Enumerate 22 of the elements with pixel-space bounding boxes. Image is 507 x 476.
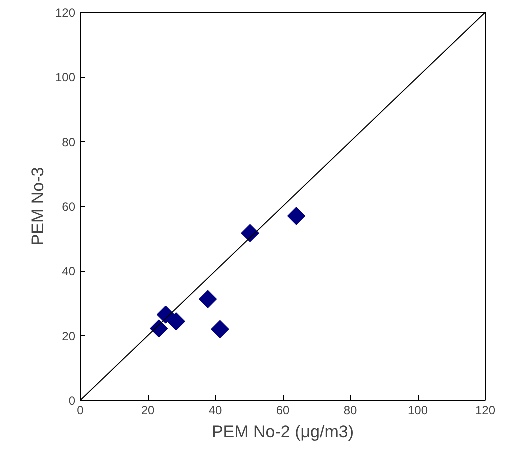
x-axis-title: PEM No-2 (μg/m3): [212, 422, 354, 442]
y-tick-label: 20: [62, 329, 76, 344]
x-tick-label: 0: [77, 404, 84, 418]
y-axis-title: PEM No-3: [28, 167, 48, 246]
y-tick-label: 100: [55, 70, 76, 85]
x-tick-label: 40: [208, 404, 222, 418]
point: [150, 320, 168, 338]
x-tick-label: 60: [276, 404, 290, 418]
x-tick-label: 20: [141, 404, 155, 418]
point: [167, 312, 186, 331]
y-tick-label: 60: [62, 200, 76, 214]
y-tick-label: 0: [68, 394, 76, 408]
point: [288, 207, 306, 226]
x-tick-label: 100: [408, 404, 428, 418]
y-tick-label: 120: [55, 6, 76, 20]
point: [241, 224, 260, 242]
x-tick-label: 80: [344, 404, 358, 418]
y-tick-label: 40: [62, 264, 76, 279]
point: [199, 290, 218, 308]
point: [211, 320, 230, 338]
x-tick-label: 120: [475, 404, 496, 418]
y-tick-label: 80: [62, 135, 76, 150]
